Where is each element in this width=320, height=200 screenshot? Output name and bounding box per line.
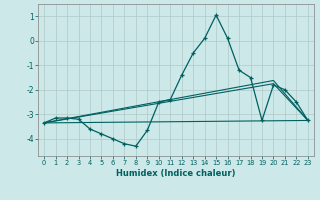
X-axis label: Humidex (Indice chaleur): Humidex (Indice chaleur)	[116, 169, 236, 178]
